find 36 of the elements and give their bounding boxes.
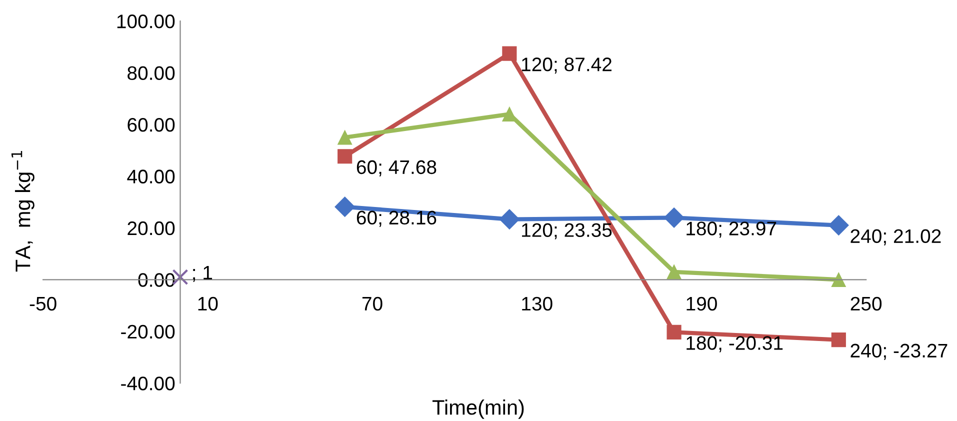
y-axis-title: TA, mg kg$^{−1}$ bbox=[11, 150, 34, 272]
x-tick-label: 70 bbox=[362, 296, 382, 311]
point bbox=[831, 272, 846, 287]
point bbox=[664, 208, 684, 228]
y-tick-label: 40.00 bbox=[127, 170, 175, 184]
data-label: ; 1 bbox=[193, 266, 212, 282]
y-tick-label: 20.00 bbox=[128, 221, 175, 236]
x-tick-label: 130 bbox=[522, 296, 552, 311]
data-label: 240; 21.02 bbox=[850, 229, 941, 246]
data-label: 240; -23.27 bbox=[850, 344, 948, 360]
point bbox=[666, 324, 682, 340]
x-tick-label: 250 bbox=[850, 296, 882, 311]
data-label: 120; 23.35 bbox=[522, 223, 612, 240]
y-tick-label: 80.00 bbox=[128, 66, 175, 80]
x-tick-label: 10 bbox=[198, 296, 218, 311]
point bbox=[499, 209, 520, 230]
point bbox=[831, 332, 846, 348]
y-tick-label: -40.00 bbox=[121, 376, 175, 390]
data-label: 180; -20.31 bbox=[686, 336, 783, 352]
y-tick-label: 0.00 bbox=[138, 273, 175, 287]
x-tick-label: 190 bbox=[686, 296, 717, 311]
x-axis-title: Time(min) bbox=[432, 399, 524, 419]
data-label: 120; 87.42 bbox=[522, 58, 612, 74]
y-tick-label: -20.00 bbox=[121, 324, 175, 339]
data-label: 180; 23.97 bbox=[686, 222, 776, 238]
point bbox=[338, 149, 352, 164]
point bbox=[338, 130, 352, 145]
point bbox=[334, 196, 356, 218]
data-label: 60; 28.16 bbox=[356, 210, 436, 227]
x-tick-label: -50 bbox=[30, 296, 56, 311]
point bbox=[502, 46, 517, 61]
y-tick-label: 60.00 bbox=[128, 118, 175, 132]
point bbox=[666, 264, 682, 280]
point bbox=[828, 215, 849, 236]
data-label: 60; 47.68 bbox=[356, 160, 436, 176]
y-tick-label: 100.00 bbox=[117, 14, 175, 28]
